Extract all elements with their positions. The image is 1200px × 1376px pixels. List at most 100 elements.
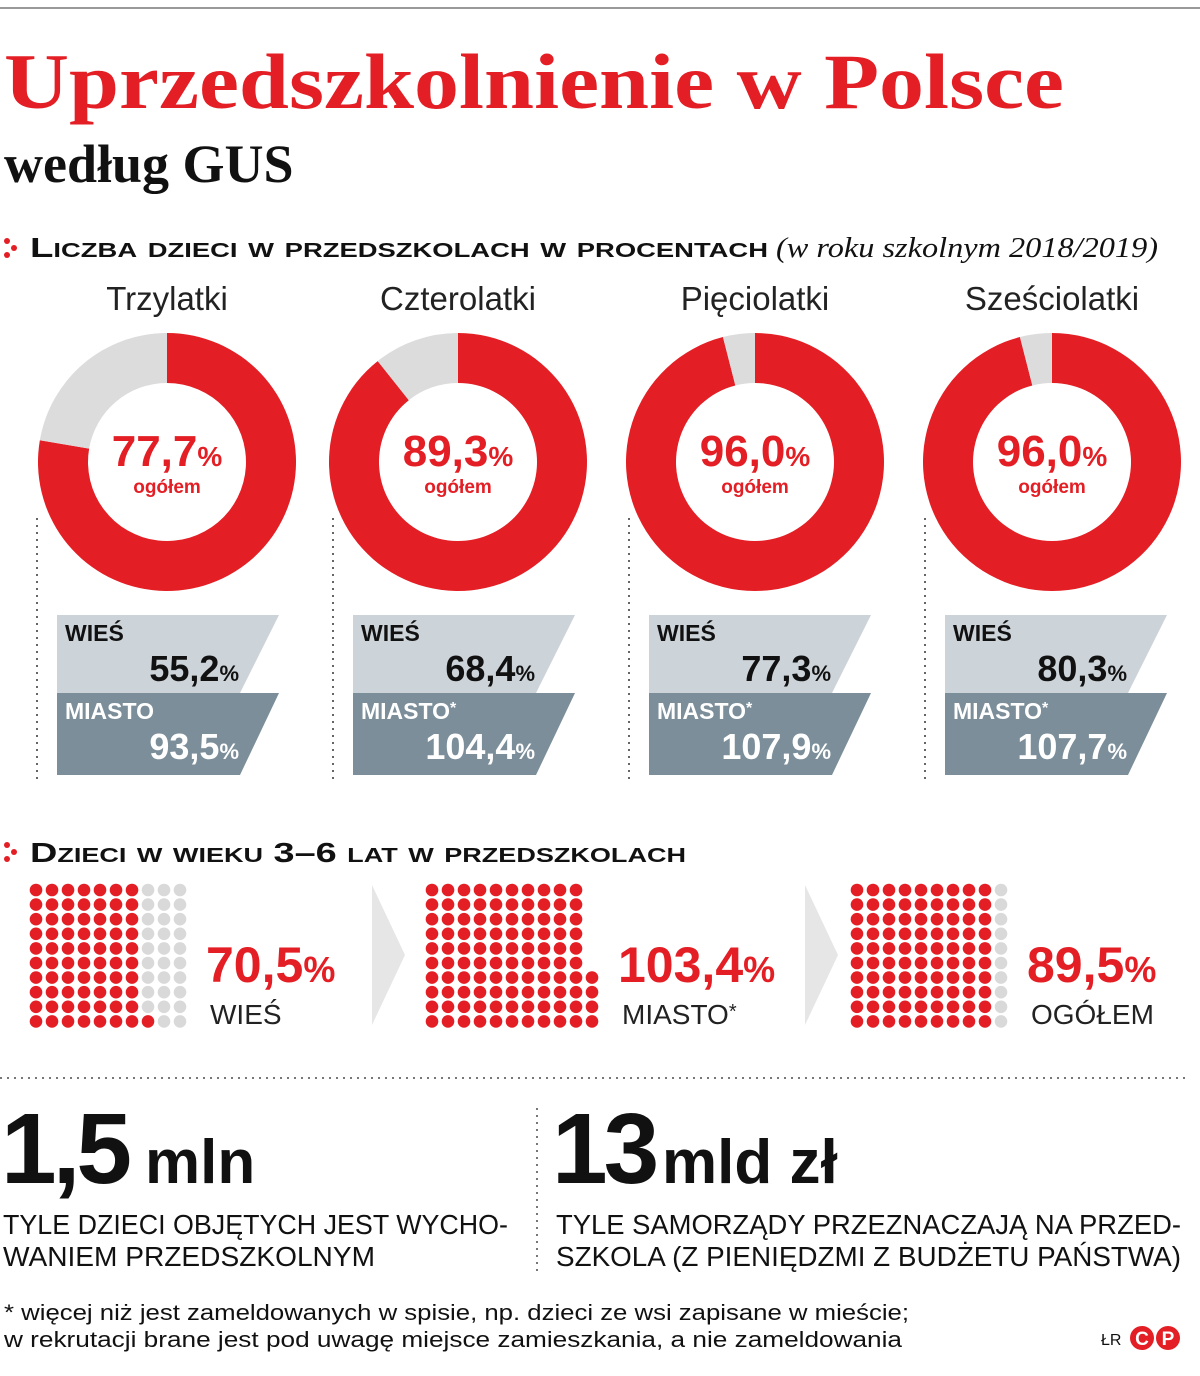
dot (77, 1015, 91, 1028)
dot (946, 883, 960, 897)
dot (457, 942, 471, 955)
dot (173, 942, 187, 955)
dot-value (425, 883, 599, 1028)
dot (569, 883, 583, 897)
dot (866, 1000, 880, 1014)
dot (125, 898, 139, 911)
dot (978, 883, 992, 897)
dot (457, 971, 471, 984)
dot (553, 927, 567, 941)
dot (537, 942, 551, 955)
dot (882, 883, 896, 897)
breakdown-label: WIEŚ (65, 619, 124, 646)
dot (537, 927, 551, 941)
dot (866, 912, 880, 926)
dot (61, 985, 75, 999)
dot (45, 942, 59, 955)
dot (61, 1015, 75, 1028)
donut-title: Trzylatki (106, 280, 228, 317)
dot (994, 927, 1008, 941)
donut-title: Czterolatki (380, 280, 536, 317)
dot (850, 956, 864, 970)
dot (173, 883, 187, 897)
dot (569, 956, 583, 970)
dot (425, 1000, 439, 1014)
dot (473, 1015, 487, 1028)
breakdown-value: 77,3% (741, 648, 831, 689)
dots-value-label: 89,5% (1027, 937, 1156, 993)
dot (505, 971, 519, 984)
dot (45, 1015, 59, 1028)
dot (585, 985, 599, 999)
breakdown-box (353, 693, 575, 775)
dot (425, 927, 439, 941)
breakdown-label: MIASTO* (361, 698, 457, 724)
dot (473, 898, 487, 911)
dot (946, 1000, 960, 1014)
dot (898, 1000, 912, 1014)
logo-letter: C (1135, 1329, 1149, 1350)
dot (45, 971, 59, 984)
dot (45, 1000, 59, 1014)
breakdown-box (649, 693, 871, 775)
dot (930, 1015, 944, 1028)
breakdown-value: 107,9% (721, 726, 831, 767)
dot (141, 985, 155, 999)
dot (473, 956, 487, 970)
dot (521, 1015, 535, 1028)
dot (45, 883, 59, 897)
dot (109, 1000, 123, 1014)
breakdown-box (57, 693, 279, 775)
dot-value (850, 883, 992, 1028)
dot (505, 1015, 519, 1028)
dot (850, 942, 864, 955)
dot (585, 971, 599, 984)
dot (569, 898, 583, 911)
dot (441, 956, 455, 970)
dot (125, 971, 139, 984)
dot (553, 942, 567, 955)
dot (962, 971, 976, 984)
dot (173, 971, 187, 984)
dot (457, 1015, 471, 1028)
dot (45, 912, 59, 926)
dot (537, 1000, 551, 1014)
dot (505, 956, 519, 970)
dot (489, 927, 503, 941)
dot (962, 985, 976, 999)
dot (930, 1000, 944, 1014)
donut-value-label: 77,7% (112, 427, 223, 476)
dot (898, 985, 912, 999)
breakdown-label: WIEŚ (361, 619, 420, 646)
dot (521, 942, 535, 955)
dot (441, 927, 455, 941)
dot (994, 942, 1008, 955)
section-heading: Dzieci w wieku 3–6 lat w przedszkolach (30, 837, 686, 868)
dot (521, 971, 535, 984)
dot (125, 912, 139, 926)
dot (521, 912, 535, 926)
dot (946, 927, 960, 941)
dot (489, 883, 503, 897)
dot (882, 1015, 896, 1028)
dot (962, 956, 976, 970)
stat-unit: mld zł (662, 1128, 838, 1197)
dot (93, 985, 107, 999)
dot (521, 898, 535, 911)
dot (457, 985, 471, 999)
dot (978, 927, 992, 941)
dot (553, 971, 567, 984)
dot (978, 942, 992, 955)
dot (489, 985, 503, 999)
credit: ŁR (1101, 1332, 1121, 1349)
dot (441, 971, 455, 984)
stat-text: TYLE SAMORZĄDY PRZEZNACZAJĄ NA PRZED- (556, 1209, 1181, 1240)
dot (77, 927, 91, 941)
breakdown-value: 80,3% (1037, 648, 1127, 689)
dot (29, 985, 43, 999)
dot (425, 898, 439, 911)
dot (109, 971, 123, 984)
dot (882, 956, 896, 970)
dot (425, 883, 439, 897)
